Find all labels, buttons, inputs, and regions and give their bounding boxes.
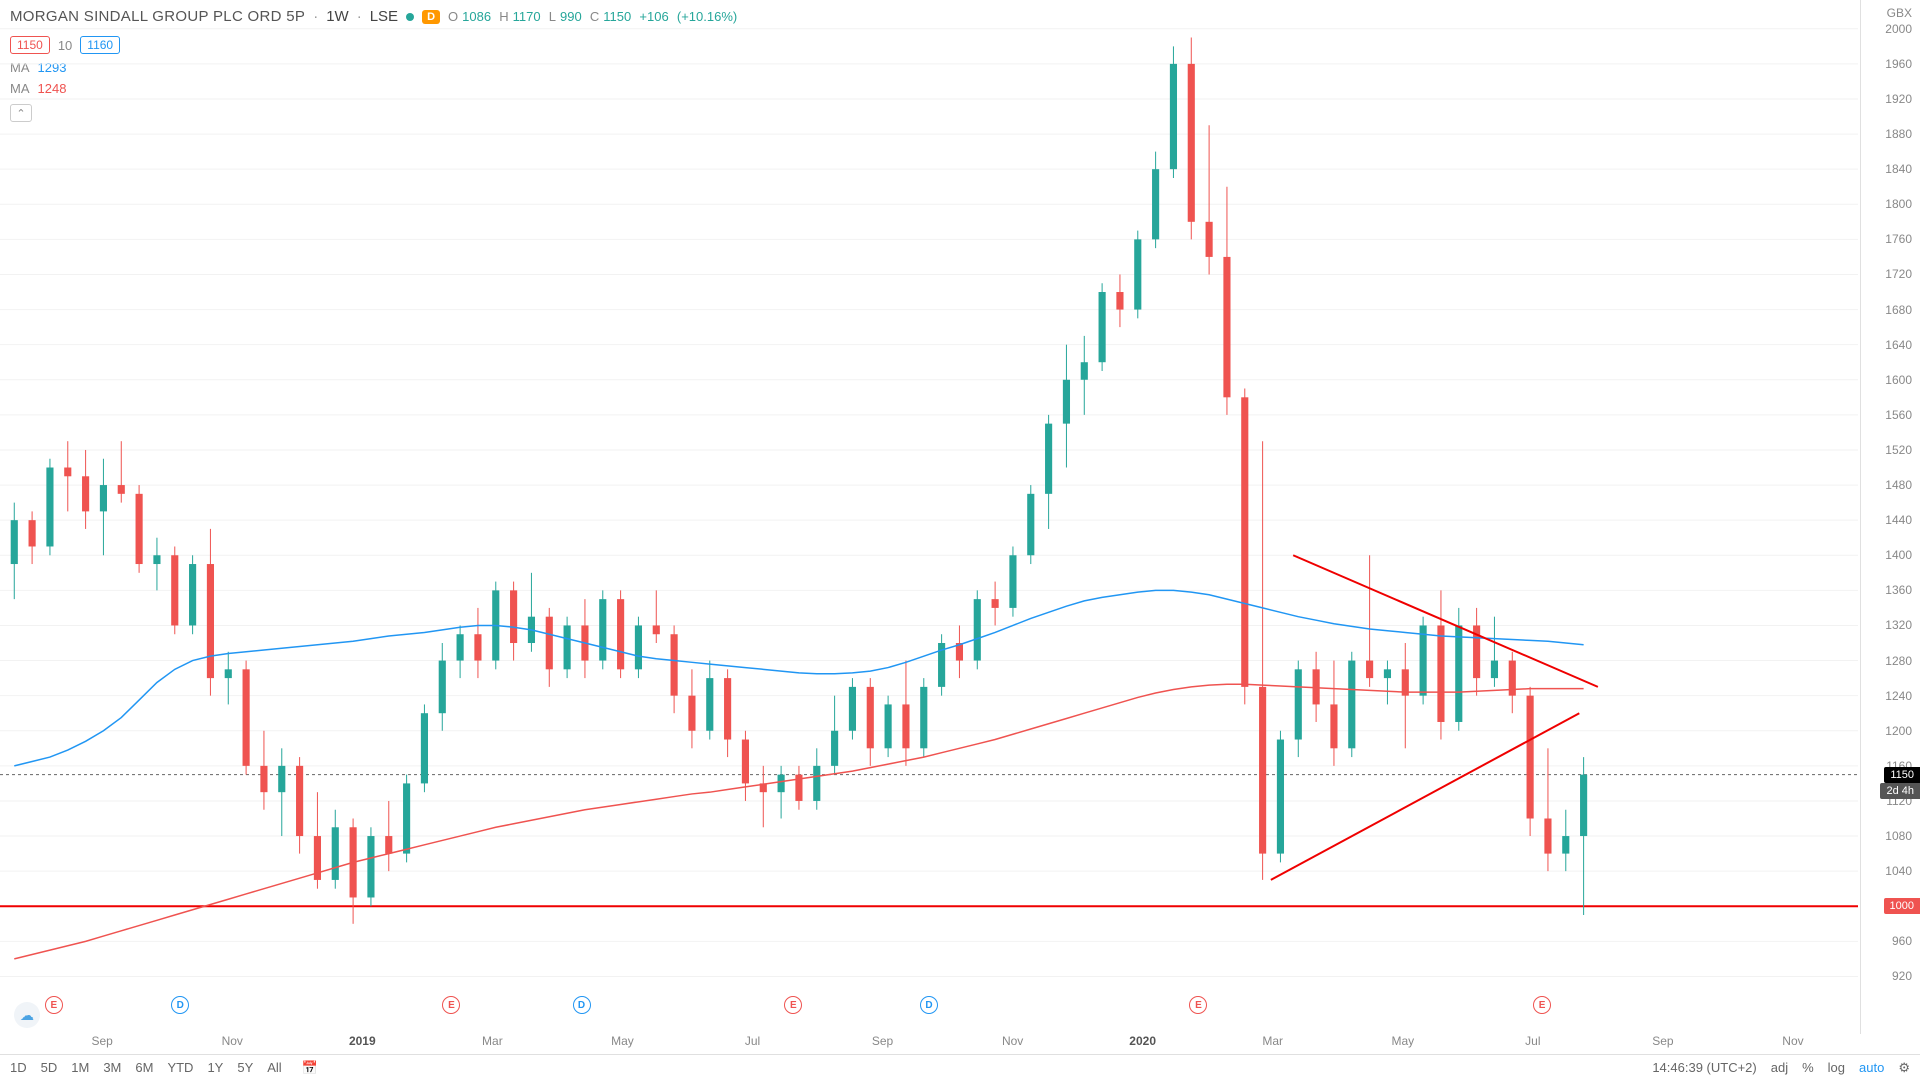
x-tick: Mar	[482, 1034, 503, 1048]
countdown-tag: 2d 4h	[1880, 783, 1920, 799]
y-tick: 1640	[1885, 338, 1912, 352]
y-tick: 1720	[1885, 267, 1912, 281]
y-tick: 1880	[1885, 127, 1912, 141]
timeframe-5y[interactable]: 5Y	[237, 1060, 253, 1075]
cloud-icon[interactable]: ☁	[14, 1002, 40, 1028]
timeframe-selector: 1D 5D 1M 3M 6M YTD 1Y 5Y All	[10, 1060, 296, 1075]
scale-auto[interactable]: auto	[1859, 1060, 1884, 1075]
timeframe-all[interactable]: All	[267, 1060, 281, 1075]
y-tick: 1040	[1885, 864, 1912, 878]
event-marker-d[interactable]: D	[573, 996, 591, 1014]
y-tick: 1800	[1885, 197, 1912, 211]
x-tick: 2019	[349, 1034, 376, 1048]
event-marker-d[interactable]: D	[920, 996, 938, 1014]
y-tick: 1400	[1885, 548, 1912, 562]
event-marker-e[interactable]: E	[1533, 996, 1551, 1014]
x-tick: May	[1391, 1034, 1414, 1048]
x-tick: Sep	[872, 1034, 893, 1048]
y-tick: 1080	[1885, 829, 1912, 843]
settings-icon[interactable]: ⚙	[1898, 1060, 1910, 1076]
x-tick: 2020	[1129, 1034, 1156, 1048]
scale-log[interactable]: log	[1828, 1060, 1845, 1075]
y-axis-unit: GBX	[1887, 6, 1912, 20]
x-tick: Nov	[222, 1034, 243, 1048]
timeframe-ytd[interactable]: YTD	[167, 1060, 193, 1075]
y-tick: 1200	[1885, 724, 1912, 738]
timeframe-1y[interactable]: 1Y	[207, 1060, 223, 1075]
x-tick: Mar	[1262, 1034, 1283, 1048]
y-tick: 960	[1892, 934, 1912, 948]
y-tick: 1760	[1885, 232, 1912, 246]
timeframe-3m[interactable]: 3M	[103, 1060, 121, 1075]
timeframe-1m[interactable]: 1M	[71, 1060, 89, 1075]
x-tick: Sep	[1652, 1034, 1673, 1048]
x-tick: Jul	[745, 1034, 760, 1048]
y-tick: 1600	[1885, 373, 1912, 387]
y-tick: 1520	[1885, 443, 1912, 457]
x-tick: Nov	[1782, 1034, 1803, 1048]
y-tick: 1320	[1885, 618, 1912, 632]
x-tick: May	[611, 1034, 634, 1048]
y-tick: 920	[1892, 969, 1912, 983]
event-marker-e[interactable]: E	[45, 996, 63, 1014]
y-tick: 2000	[1885, 22, 1912, 36]
y-tick: 1960	[1885, 57, 1912, 71]
x-tick: Jul	[1525, 1034, 1540, 1048]
x-tick: Nov	[1002, 1034, 1023, 1048]
clock: 14:46:39 (UTC+2)	[1652, 1060, 1756, 1075]
x-tick: Sep	[92, 1034, 113, 1048]
y-axis[interactable]: GBX 2000 1960 1920 1880 1840 1800 1760 1720 1680…	[1860, 0, 1920, 1034]
y-tick: 1480	[1885, 478, 1912, 492]
y-tick: 1440	[1885, 513, 1912, 527]
y-tick: 1840	[1885, 162, 1912, 176]
timeframe-6m[interactable]: 6M	[135, 1060, 153, 1075]
scale-pct[interactable]: %	[1802, 1060, 1814, 1075]
goto-date-icon[interactable]: 📅	[302, 1060, 318, 1076]
chart-plot-area[interactable]	[0, 0, 1858, 1034]
bottom-toolbar: 1D5D1M3M6MYTD1Y5YAll 📅 14:46:39 (UTC+2) …	[0, 1054, 1920, 1080]
support-price-tag: 1000	[1884, 898, 1920, 914]
timeframe-5d[interactable]: 5D	[41, 1060, 58, 1075]
y-tick: 1680	[1885, 303, 1912, 317]
y-tick: 1240	[1885, 689, 1912, 703]
y-tick: 1360	[1885, 583, 1912, 597]
y-tick: 1560	[1885, 408, 1912, 422]
current-price-tag: 1150	[1884, 767, 1920, 783]
scale-adj[interactable]: adj	[1771, 1060, 1788, 1075]
y-tick: 1920	[1885, 92, 1912, 106]
timeframe-1d[interactable]: 1D	[10, 1060, 27, 1075]
y-tick: 1280	[1885, 654, 1912, 668]
x-axis[interactable]: Sep Nov 2019 Mar May Jul Sep Nov 2020 Mar May Jul Se…	[0, 1034, 1858, 1054]
